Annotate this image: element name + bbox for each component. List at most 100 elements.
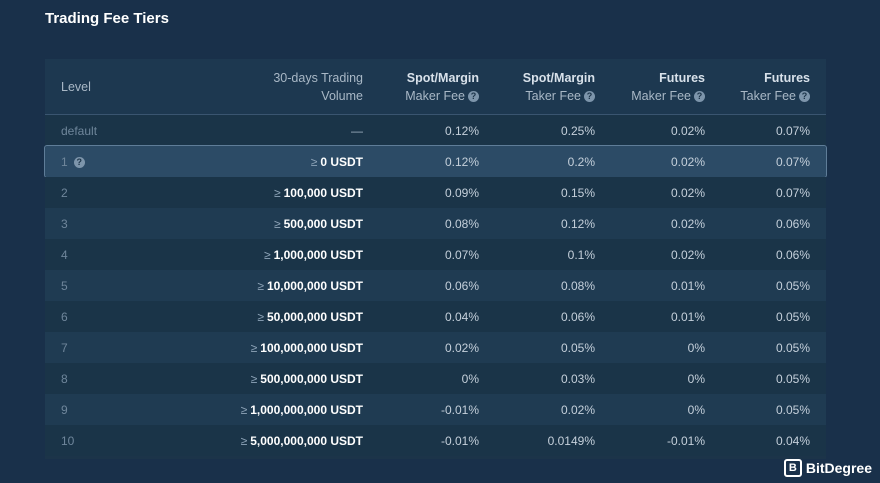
ge-symbol: ≥ [274, 216, 281, 231]
header-volume-line2: Volume [321, 88, 363, 103]
table-row[interactable]: default — 0.12% 0.25% 0.02% 0.07% [45, 115, 826, 146]
help-icon[interactable]: ? [73, 156, 85, 168]
table-row[interactable]: 3 ≥500,000 USDT 0.08% 0.12% 0.02% 0.06% [45, 208, 826, 239]
table-row[interactable]: 10 ≥5,000,000,000 USDT -0.01% 0.0149% -0.01%… [45, 425, 826, 456]
ge-symbol: ≥ [240, 433, 248, 448]
level-label: 9 [61, 402, 68, 417]
help-icon[interactable]: ? [468, 90, 479, 102]
futures-maker-fee: 0.02% [670, 247, 705, 262]
volume-value: 500,000,000 USDT [260, 371, 363, 386]
futures-maker-fee: 0.02% [670, 216, 705, 231]
cell-volume: — [185, 124, 363, 138]
spot-taker-fee: 0.06% [560, 309, 595, 324]
table-row[interactable]: 9 ≥1,000,000,000 USDT -0.01% 0.02% 0% 0.05% [45, 394, 826, 425]
volume-value: 1,000,000,000 USDT [250, 402, 363, 417]
spot-taker-fee: 0.08% [560, 278, 595, 293]
header-level-label: Level [61, 79, 91, 94]
spot-maker-fee: -0.01% [440, 402, 479, 417]
table-row[interactable]: 1? ≥0 USDT 0.12% 0.2% 0.02% 0.07% [44, 145, 827, 178]
table-row[interactable]: 8 ≥500,000,000 USDT 0% 0.03% 0% 0.05% [45, 363, 826, 394]
spot-taker-fee: 0.25% [560, 123, 595, 138]
header-volume-line1: 30-days Trading [273, 70, 363, 85]
table-row[interactable]: 5 ≥10,000,000 USDT 0.06% 0.08% 0.01% 0.05% [45, 270, 826, 301]
spot-maker-fee: 0.08% [444, 216, 479, 231]
cell-level: 7 [45, 341, 185, 355]
level-label: 5 [61, 278, 68, 293]
spot-maker-fee: 0.12% [444, 123, 479, 138]
spot-taker-fee: 0.1% [567, 247, 595, 262]
ge-symbol: ≥ [240, 402, 248, 417]
cell-volume: ≥5,000,000,000 USDT [185, 434, 363, 448]
cell-level: 8 [45, 372, 185, 386]
header-futures-taker: Futures Taker Fee? [705, 59, 810, 114]
page-title: Trading Fee Tiers [45, 10, 169, 27]
table-body: default —0.12% 0.25% 0.02% 0.07% 1? ≥0 USDT 0.1… [44, 115, 827, 456]
bitdegree-watermark: B BitDegree [783, 459, 872, 477]
cell-volume: ≥1,000,000,000 USDT [185, 403, 363, 417]
level-label: 8 [61, 371, 68, 386]
ge-symbol: ≥ [250, 340, 258, 355]
header-futures-maker-line2: Maker Fee [631, 88, 691, 103]
watermark-text: BitDegree [805, 460, 872, 476]
cell-level: 10 [45, 434, 185, 448]
futures-maker-fee: 0.02% [670, 185, 705, 200]
ge-symbol: ≥ [257, 278, 264, 293]
cell-volume: ≥500,000 USDT [185, 217, 363, 231]
header-spot-maker-line2: Maker Fee [405, 88, 465, 103]
table-row[interactable]: 4 ≥1,000,000 USDT 0.07% 0.1% 0.02% 0.06% [45, 239, 826, 270]
futures-taker-fee: 0.05% [775, 402, 810, 417]
cell-level: 1? [45, 155, 185, 169]
level-label: 1 [61, 154, 68, 169]
spot-maker-fee: 0% [461, 371, 479, 386]
ge-symbol: ≥ [250, 371, 258, 386]
futures-maker-fee: 0% [687, 402, 705, 417]
table-row[interactable]: 6 ≥50,000,000 USDT 0.04% 0.06% 0.01% 0.05% [45, 301, 826, 332]
cell-level: 6 [45, 310, 185, 324]
spot-taker-fee: 0.12% [560, 216, 595, 231]
level-label: default [61, 123, 98, 138]
cell-level: 5 [45, 279, 185, 293]
header-level: Level [45, 59, 185, 114]
help-icon[interactable]: ? [799, 90, 810, 102]
cell-level: default [45, 124, 185, 138]
futures-taker-fee: 0.05% [775, 340, 810, 355]
spot-taker-fee: 0.02% [560, 402, 595, 417]
volume-value: 50,000,000 USDT [266, 309, 363, 324]
header-volume: 30-days Trading Volume [185, 59, 363, 114]
header-futures-maker: Futures Maker Fee? [595, 59, 705, 114]
header-futures-taker-line2: Taker Fee [740, 88, 796, 103]
level-label: 10 [61, 433, 75, 448]
spot-taker-fee: 0.03% [560, 371, 595, 386]
level-label: 6 [61, 309, 68, 324]
futures-taker-fee: 0.05% [775, 309, 810, 324]
spot-taker-fee: 0.2% [567, 154, 595, 169]
futures-maker-fee: 0% [687, 371, 705, 386]
spot-maker-fee: 0.02% [444, 340, 479, 355]
cell-volume: ≥100,000 USDT [185, 186, 363, 200]
futures-taker-fee: 0.04% [775, 433, 810, 448]
volume-value: — [351, 123, 363, 138]
futures-taker-fee: 0.07% [775, 123, 810, 138]
cell-volume: ≥500,000,000 USDT [185, 372, 363, 386]
volume-value: 100,000,000 USDT [260, 340, 363, 355]
cell-volume: ≥10,000,000 USDT [185, 279, 363, 293]
level-label: 3 [61, 216, 68, 231]
spot-maker-fee: 0.07% [444, 247, 479, 262]
futures-maker-fee: 0% [687, 340, 705, 355]
ge-symbol: ≥ [264, 247, 271, 262]
table-row[interactable]: 2 ≥100,000 USDT 0.09% 0.15% 0.02% 0.07% [45, 177, 826, 208]
table-row[interactable]: 7 ≥100,000,000 USDT 0.02% 0.05% 0% 0.05% [45, 332, 826, 363]
cell-volume: ≥1,000,000 USDT [185, 248, 363, 262]
volume-value: 5,000,000,000 USDT [250, 433, 363, 448]
ge-symbol: ≥ [310, 154, 318, 169]
cell-volume: ≥100,000,000 USDT [185, 341, 363, 355]
spot-maker-fee: 0.09% [444, 185, 479, 200]
help-icon[interactable]: ? [584, 90, 595, 102]
spot-maker-fee: 0.12% [444, 154, 479, 169]
cell-volume: ≥50,000,000 USDT [185, 310, 363, 324]
level-label: 2 [61, 185, 68, 200]
header-futures-taker-line1: Futures [764, 70, 810, 85]
spot-taker-fee: 0.0149% [547, 433, 595, 448]
help-icon[interactable]: ? [694, 90, 705, 102]
spot-maker-fee: -0.01% [440, 433, 479, 448]
